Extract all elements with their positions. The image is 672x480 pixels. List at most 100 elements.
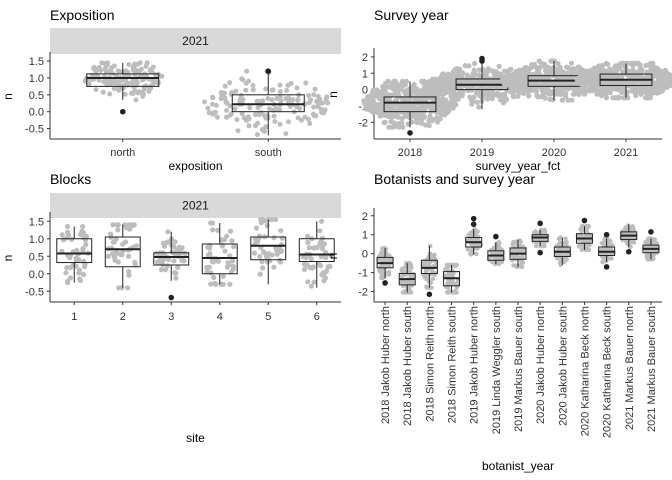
data-point [246, 123, 252, 129]
data-point [564, 257, 569, 262]
data-point [576, 79, 582, 85]
data-point [532, 63, 538, 70]
data-point [267, 106, 272, 112]
data-point [610, 243, 615, 248]
data-point [615, 95, 622, 101]
data-point [172, 239, 178, 245]
data-point [101, 79, 107, 84]
data-point [649, 257, 654, 262]
data-point [556, 86, 562, 92]
data-point [472, 60, 478, 67]
data-point [427, 285, 432, 290]
data-point [115, 68, 121, 74]
data-point [286, 119, 291, 125]
data-point [77, 276, 83, 282]
data-point [229, 238, 235, 244]
data-point [224, 114, 229, 120]
data-point [277, 82, 283, 88]
data-point [660, 84, 666, 90]
data-point [208, 270, 214, 276]
data-point [103, 68, 109, 74]
data-point [400, 124, 406, 130]
data-point [257, 271, 263, 277]
data-point [63, 270, 69, 276]
data-point [603, 92, 609, 99]
data-point [424, 284, 429, 289]
data-point [227, 80, 233, 86]
x-tick-label: 3 [168, 311, 174, 323]
outlier-point [470, 221, 477, 228]
data-point [403, 78, 409, 84]
data-point [312, 86, 318, 92]
y-tick-label: 1.0 [29, 73, 44, 85]
data-point [105, 60, 110, 66]
x-axis-label: botanist_year [482, 459, 554, 473]
outlier-point [493, 233, 499, 240]
data-point [564, 240, 569, 245]
data-point [469, 101, 475, 107]
data-point [150, 78, 156, 84]
data-point [518, 90, 524, 96]
data-point [255, 105, 261, 111]
data-point [259, 259, 265, 265]
data-point [260, 98, 266, 104]
data-point [515, 70, 521, 76]
data-point [585, 69, 591, 75]
data-point [484, 96, 491, 102]
data-point [428, 243, 433, 249]
data-point [489, 96, 495, 102]
data-point [314, 244, 320, 251]
data-point [269, 97, 275, 103]
data-point [408, 114, 414, 120]
data-point [639, 67, 645, 73]
data-point [250, 82, 256, 88]
data-point [611, 80, 617, 86]
data-point [224, 233, 230, 239]
data-point [65, 279, 71, 286]
data-point [515, 254, 520, 259]
x-tick-label: 2019 Jakob Huber north [469, 306, 481, 424]
data-point [429, 91, 435, 97]
data-point [504, 87, 510, 93]
data-point [80, 271, 87, 278]
data-point [111, 86, 117, 92]
y-tick-label: 2 [362, 211, 368, 223]
data-point [210, 227, 216, 233]
data-point [141, 91, 146, 97]
box [383, 96, 437, 113]
data-point [110, 222, 116, 228]
data-point [218, 281, 224, 287]
data-point [599, 240, 605, 246]
data-point [419, 117, 425, 123]
data-point [93, 87, 99, 93]
data-point [547, 91, 553, 97]
data-point [542, 95, 548, 101]
data-point [496, 261, 502, 267]
data-point [407, 260, 412, 266]
outlier-point [382, 280, 388, 286]
data-point [315, 94, 321, 99]
data-point [525, 70, 532, 76]
data-point [363, 106, 369, 112]
data-point [119, 285, 125, 291]
box [104, 236, 141, 268]
data-point [542, 230, 548, 236]
data-point [638, 87, 644, 93]
data-point [283, 131, 289, 137]
data-point [386, 272, 392, 277]
data-point [480, 66, 486, 73]
data-point [418, 111, 424, 117]
data-point [126, 62, 132, 67]
data-point [177, 245, 183, 251]
y-tick-label: -0.5 [25, 124, 44, 136]
data-point [301, 266, 308, 273]
data-point [76, 267, 83, 273]
box [86, 73, 160, 87]
data-point [127, 226, 133, 232]
data-point [274, 106, 279, 112]
data-point [378, 275, 384, 280]
data-point [462, 63, 468, 69]
data-point [430, 276, 435, 282]
x-tick-label: 2020 [542, 147, 566, 159]
data-point [591, 65, 597, 71]
